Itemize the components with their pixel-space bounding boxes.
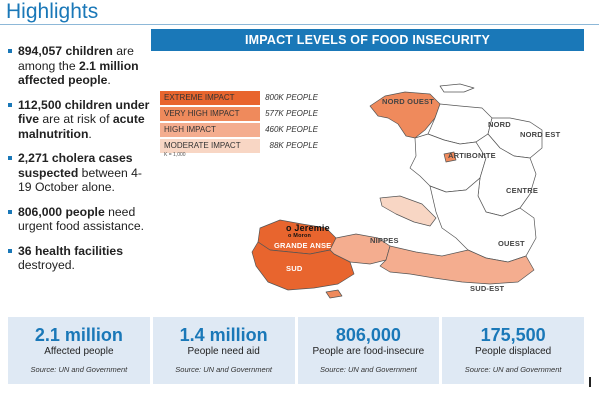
stat-source: Source: UN and Government [320,365,417,374]
region-label-artibonite: ARTIBONITE [448,151,496,160]
legend-value: 800K PEOPLE [265,93,318,102]
legend-note: K = 1,000 [164,152,186,158]
haiti-map: NORD OUEST NORD NORD EST ARTIBONITE CENT… [230,78,590,313]
region-label-nippes: NIPPES [370,236,399,245]
stats-bar: 2.1 million Affected people Source: UN a… [8,317,584,384]
map-legend: EXTREME IMPACT 800K PEOPLE VERY HIGH IMP… [160,90,318,154]
highlight-bold: 112,500 children under five [18,97,150,127]
haiti-map-graphic [251,83,543,299]
stat-card-affected: 2.1 million Affected people Source: UN a… [8,317,150,384]
stat-number: 806,000 [335,325,401,345]
highlight-text: destroyed. [18,258,75,272]
highlight-bold: 2,271 cholera cases suspected [18,151,133,180]
legend-item: VERY HIGH IMPACT 577K PEOPLE [160,106,318,121]
legend-label: VERY HIGH IMPACT [164,109,240,118]
highlight-text: . [107,73,111,87]
highlight-item: 36 health facilities destroyed. [8,244,150,273]
region-tortue [439,83,475,93]
cursor-mark [589,377,591,387]
header-divider [0,24,599,25]
stat-card-need-aid: 1.4 million People need aid Source: UN a… [152,317,295,384]
city-label-jeremie: o Jeremie [286,223,330,233]
legend-value: 577K PEOPLE [265,109,318,118]
stat-number: 175,500 [480,325,546,345]
region-label-sud: SUD [286,264,303,273]
legend-value: 460K PEOPLE [265,125,318,134]
legend-label: EXTREME IMPACT [164,93,235,102]
legend-item: HIGH IMPACT 460K PEOPLE [160,122,318,137]
highlight-item: 2,271 cholera cases suspected between 4-… [8,151,150,195]
legend-label: HIGH IMPACT [164,125,216,134]
region-ile-a-vache [325,289,343,299]
region-sud-est [379,245,535,285]
highlight-text: are at risk of [39,112,113,126]
legend-swatch: MODERATE IMPACT [160,138,260,153]
highlight-text: . [88,126,92,141]
stat-source: Source: UN and Government [30,365,128,374]
bullet-icon [8,102,12,107]
legend-swatch: EXTREME IMPACT [160,90,260,105]
page-title: Highlights [6,0,99,23]
region-sud [251,241,355,291]
legend-label: MODERATE IMPACT [164,141,241,150]
bullet-icon [8,49,12,53]
region-label-grande-anse: GRANDE ANSE [274,241,332,250]
stat-source: Source: UN and Government [464,365,562,374]
highlight-text: are among the [18,44,134,73]
region-label-ouest: OUEST [498,239,525,248]
stat-label: Affected people [44,346,114,357]
legend-swatch: VERY HIGH IMPACT [160,106,260,121]
bullet-icon [8,156,12,160]
legend-swatch: HIGH IMPACT [160,122,260,137]
highlight-bold: 894,057 children [18,44,113,58]
region-gonave [379,195,437,227]
stat-source: Source: UN and Government [175,365,272,374]
highlight-text: need urgent food assistance. [18,204,145,234]
region-label-nord: NORD [488,120,511,129]
region-label-nord-ouest: NORD OUEST [382,97,435,106]
stat-label: People displaced [475,346,552,357]
stat-label: People need aid [187,346,260,357]
region-label-sud-est: SUD-EST [470,284,505,293]
stat-card-food-insecure: 806,000 People are food-insecure Source:… [297,317,440,384]
highlight-bold: 806,000 people [18,204,105,219]
stat-label: People are food-insecure [312,346,425,357]
map-title: IMPACT LEVELS OF FOOD INSECURITY [151,29,584,51]
legend-item: EXTREME IMPACT 800K PEOPLE [160,90,318,105]
highlight-item: 894,057 children are among the 2.1 milli… [8,44,150,88]
city-label-moron: o Moron [288,233,312,239]
region-label-centre: CENTRE [506,186,539,195]
region-saint-marc [443,151,457,163]
highlight-item: 806,000 people need urgent food assistan… [8,205,150,234]
bullet-icon [8,248,12,253]
highlight-item: 112,500 children under five are at risk … [8,98,150,142]
legend-value: 88K PEOPLE [269,141,318,150]
highlight-bold: acute malnutrition [18,112,145,141]
legend-item: MODERATE IMPACT 88K PEOPLE [160,138,318,153]
highlights-list: 894,057 children are among the 2.1 milli… [8,44,150,283]
bullet-icon [8,209,12,214]
highlight-text: between 4-19 October alone. [18,165,142,195]
stat-card-displaced: 175,500 People displaced Source: UN and … [442,317,584,384]
stat-number: 1.4 million [179,325,268,345]
highlight-bold: 36 health facilities [18,243,123,258]
region-ouest [429,177,537,263]
highlight-bold: 2.1 million affected people [18,58,139,88]
region-label-nord-est: NORD EST [520,130,561,139]
region-nord-ouest [369,91,441,139]
stat-number: 2.1 million [34,325,123,345]
